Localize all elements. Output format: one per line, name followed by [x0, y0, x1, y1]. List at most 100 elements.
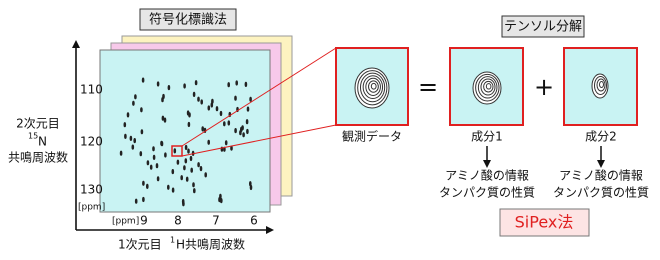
contour: [472, 71, 502, 105]
peak: [134, 198, 138, 204]
peak: [133, 138, 136, 144]
peak: [183, 165, 186, 171]
peak: [192, 91, 196, 97]
tensor-title: テンソル分解: [504, 20, 582, 35]
peak: [124, 133, 127, 139]
y-label: N: [38, 135, 47, 149]
peak: [140, 129, 144, 135]
peak: [164, 152, 167, 158]
peak: [190, 167, 193, 173]
contour-ring: [599, 81, 604, 88]
peak: [227, 82, 230, 88]
component-info: タンパク質の性質: [439, 185, 535, 200]
peak: [155, 163, 159, 169]
peak: [187, 148, 190, 154]
contour-ring: [368, 80, 379, 93]
contour-ring: [596, 78, 606, 92]
peak: [181, 199, 185, 205]
equals: =: [418, 73, 438, 101]
y-label: 共鳴周波数: [8, 150, 68, 165]
peak: [141, 77, 145, 83]
encoding-title: 符号化標識法: [149, 12, 227, 28]
component-info: タンパク質の性質: [553, 185, 649, 200]
peak: [162, 93, 165, 100]
peak: [189, 155, 193, 162]
peak: [210, 102, 214, 108]
y-unit: [ppm]: [78, 203, 105, 213]
peak: [199, 166, 203, 172]
peak: [197, 162, 200, 168]
peak: [140, 107, 143, 113]
peak: [171, 169, 175, 175]
title-box: [501, 15, 585, 38]
peak: [139, 151, 143, 157]
contour: [591, 73, 609, 99]
peak: [197, 96, 200, 102]
peak: [244, 81, 248, 87]
y-tick: 130: [80, 183, 103, 197]
x-unit: [ppm]: [112, 217, 139, 227]
peak: [132, 100, 135, 106]
peak: [245, 119, 249, 125]
x-tick: 7: [212, 214, 220, 228]
peak: [234, 128, 237, 134]
zoom-marker: [171, 145, 183, 157]
peak: [193, 188, 196, 194]
y-label: 2次元目: [16, 117, 60, 131]
peak: [192, 182, 195, 188]
peak: [160, 141, 164, 147]
peak: [156, 81, 160, 87]
peak: [142, 196, 145, 203]
contour-ring: [370, 82, 377, 90]
peak: [119, 150, 123, 156]
peak: [171, 187, 175, 193]
peak: [234, 95, 237, 101]
y-label-sup: 15: [28, 132, 38, 141]
peak: [204, 172, 207, 178]
x-tick: 8: [174, 214, 182, 228]
contour-ring: [477, 76, 498, 99]
contour-ring: [594, 76, 607, 95]
contour-ring: [357, 70, 388, 106]
peak: [207, 139, 210, 145]
peak: [152, 146, 155, 152]
peak: [227, 120, 231, 126]
peak: [152, 154, 156, 160]
peak: [235, 80, 238, 86]
sheet-front: [99, 49, 271, 213]
component-info: アミノ酸の情報: [445, 168, 529, 183]
peak: [219, 193, 222, 199]
peak: [123, 122, 127, 128]
peak: [220, 198, 223, 204]
contour-ring: [480, 78, 496, 96]
observed-label: 観測データ: [342, 129, 402, 144]
method-label: SiPex法: [515, 213, 574, 232]
y-tick: 120: [80, 135, 103, 149]
peak: [200, 99, 203, 105]
x-label: 1次元目: [118, 238, 162, 252]
peak: [126, 112, 130, 118]
peak: [131, 144, 135, 150]
peak: [215, 106, 219, 112]
method-box: [499, 208, 590, 237]
title-box: [139, 8, 237, 31]
component-label: 成分2: [585, 130, 617, 144]
peak: [187, 121, 191, 128]
peak: [242, 132, 245, 138]
peak: [201, 126, 204, 132]
y-tick: 110: [80, 83, 103, 97]
peak: [146, 160, 150, 166]
peak: [188, 112, 191, 118]
peak: [146, 183, 149, 189]
contour-ring: [475, 73, 500, 102]
peak: [185, 176, 189, 182]
contour-ring: [365, 77, 381, 96]
x-tick: 9: [140, 214, 148, 228]
contour-ring: [359, 72, 386, 103]
peak: [167, 184, 170, 190]
component-label: 成分1: [471, 130, 503, 144]
peak: [184, 158, 188, 164]
peak: [167, 85, 171, 91]
peak: [246, 106, 250, 112]
